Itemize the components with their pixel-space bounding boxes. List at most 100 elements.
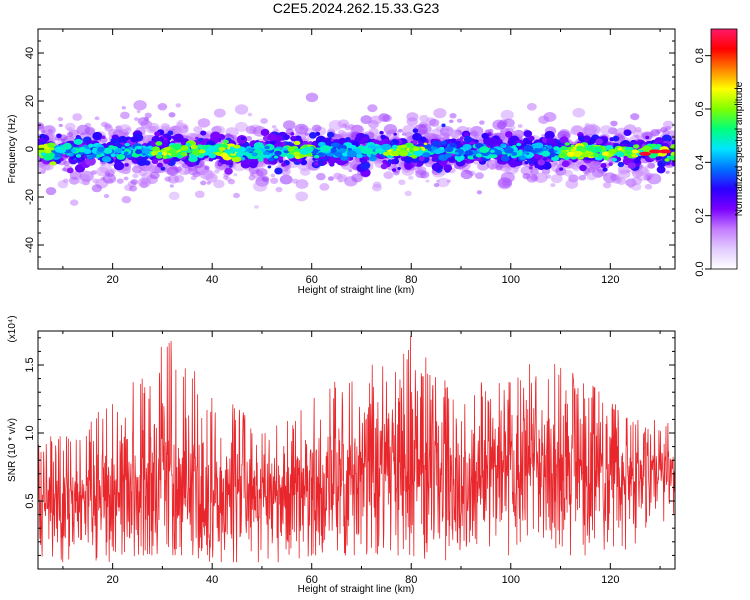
spectrogram-halo-blob [61,167,67,172]
spectrogram-y-tick-label: 0 [24,146,36,152]
spectrogram-halo-blob [446,179,451,183]
spectrogram-halo-blob [183,170,190,175]
spectrogram-core-blob [100,153,105,157]
spectrogram-core-blob [576,145,584,151]
spectrogram-halo-blob [197,118,211,128]
spectrogram-band-blob [645,135,650,140]
spectrogram-halo-blob [57,180,69,189]
spectrogram-band-blob [154,131,161,137]
spectrogram-band-blob [612,135,620,142]
spectrogram-halo-blob [433,182,440,188]
spectrogram-halo-blob [628,185,633,189]
spectrogram-core-blob [219,150,224,154]
spectrogram-core-blob [395,148,401,152]
spectrogram-core-blob [299,153,306,158]
spectrogram-core-blob [338,148,347,154]
spectrogram-hotspot [566,151,574,156]
spectrogram-band-blob [160,166,166,171]
spectrogram-y-tick-label: 20 [24,95,36,107]
spectrogram-core-blob [179,145,189,151]
spectrogram-hotspot [639,151,652,156]
spectrogram-band-blob [274,167,283,175]
spectrogram-core-blob [116,153,126,160]
spectrogram-core-blob [87,155,93,160]
spectrogram-band-blob [393,157,399,162]
spectrogram-band-blob [167,130,174,136]
spectrogram-core-blob [664,158,670,162]
spectrogram-band-blob [397,166,401,171]
spectrogram-core-blob [551,155,560,162]
snr-y-tick-label: 1.0 [24,425,36,440]
spectrogram-core-blob [525,152,530,155]
spectrogram-halo-blob [167,174,180,184]
spectrogram-core-blob [71,148,77,153]
spectrogram-core-blob [611,157,618,162]
spectrogram-x-tick-label: 40 [206,274,218,286]
spectrogram-core-blob [155,154,163,159]
spectrogram-core-blob [391,144,399,149]
spectrogram-core-blob [157,151,163,156]
spectrogram-core-blob [516,150,523,155]
spectrogram-band-blob [394,140,400,145]
spectrogram-band-blob [508,159,518,168]
spectrogram-core-blob [121,146,126,150]
spectrogram-core-blob [592,153,600,158]
spectrogram-core-blob [434,149,442,155]
spectrogram-halo-blob [578,174,587,181]
spectrogram-core-blob [346,150,358,158]
spectrogram-hotspot [163,147,171,151]
snr-x-tick-label: 120 [601,574,619,586]
spectrogram-halo-blob [213,179,225,189]
spectrogram-halo-blob [166,166,179,176]
snr-y-tick-label: 1.5 [24,357,36,372]
spectrogram-core-blob [564,142,570,146]
snr-x-axis-label: Height of straight line (km) [298,584,415,595]
spectrogram-halo-blob [245,125,257,135]
spectrogram-band-blob [130,136,138,143]
spectrogram-halo-blob [41,130,46,134]
spectrogram-band-blob [101,135,106,139]
spectrogram-halo-blob [338,179,343,183]
spectrogram-halo-blob [476,190,483,195]
spectrogram-halo-blob [610,120,618,127]
snr-scale-label: (x10⁴) [7,315,18,342]
spectrogram-halo-blob [232,192,240,199]
spectrogram-halo-blob [194,190,205,199]
spectrogram-halo-blob [644,183,653,190]
spectrogram-core-blob [670,143,675,150]
spectrogram-core-blob [456,159,462,162]
spectrogram-halo-blob [133,100,147,111]
spectrogram-band-blob [528,135,535,142]
spectrogram-halo-blob [500,109,514,120]
spectrogram-halo-blob [665,170,670,174]
spectrogram-halo-blob [149,171,160,180]
spectrogram-halo-blob [382,114,392,122]
spectrogram-core-blob [66,153,71,156]
spectrogram-halo-blob [456,118,463,123]
spectrogram-halo-blob [351,173,363,183]
spectrogram-band-blob [523,130,533,138]
spectrogram-band-blob [159,137,164,141]
spectrogram-halo-blob [253,180,268,192]
spectrogram-band-blob [419,136,427,143]
spectrogram-band-blob [418,156,425,162]
spectrogram-halo-blob [635,127,642,133]
spectrogram-halo-blob [565,179,579,189]
spectrogram-halo-blob [247,112,253,117]
spectrogram-halo-blob [439,132,451,141]
colorbar-label: Normalized spectral amplitude [734,81,745,216]
spectrogram-core-blob [444,153,452,158]
spectrogram-core-blob [422,152,431,158]
spectrogram-band-blob [392,168,397,172]
spectrogram-band-blob [559,167,564,171]
spectrogram-band-blob [579,164,587,172]
spectrogram-core-blob [147,145,153,150]
spectrogram-core-blob [440,140,447,145]
spectrogram-halo-blob [337,119,350,129]
spectrogram-band-blob [608,162,613,166]
spectrogram-halo-blob [132,173,139,179]
spectrogram-core-blob [502,153,508,157]
spectrogram-halo-blob [650,128,660,137]
colorbar: 0.0 0.2 0.4 0.6 0.8 Normalized spectral ampl… [694,28,745,277]
snr-panel: 20 40 60 80 100 120 0.5 1.0 1.5 Height of straig… [7,315,676,595]
